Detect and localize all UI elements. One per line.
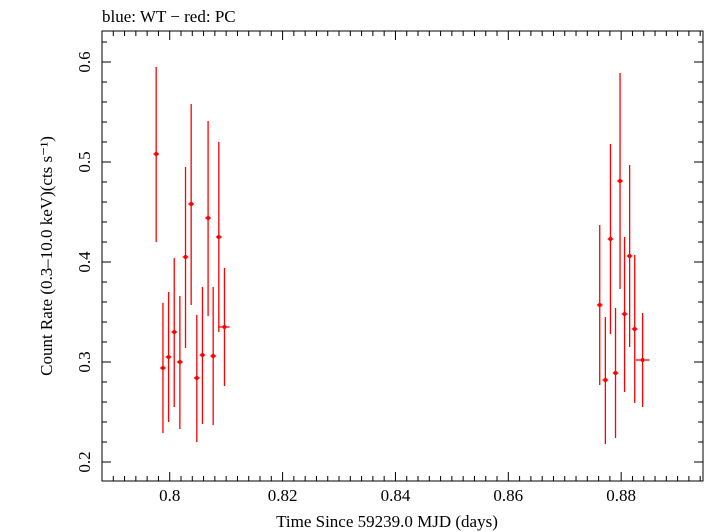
point-marker	[222, 325, 227, 329]
point-marker	[640, 358, 645, 362]
point-marker	[177, 360, 182, 364]
data-point	[177, 296, 183, 429]
x-tick-label: 0.88	[606, 486, 636, 505]
point-marker	[154, 152, 159, 156]
point-marker	[183, 255, 188, 259]
data-point	[215, 142, 222, 332]
point-marker	[597, 303, 602, 307]
x-axis-label: Time Since 59239.0 MJD (days)	[276, 512, 498, 531]
data-point	[171, 258, 178, 407]
point-marker	[200, 353, 205, 357]
data-point	[596, 225, 603, 385]
point-marker	[160, 366, 165, 370]
x-tick-label: 0.84	[381, 486, 411, 505]
data-point	[631, 255, 638, 403]
point-marker	[622, 312, 627, 316]
point-marker	[172, 330, 177, 334]
data-point	[193, 315, 200, 442]
ticks-layer: 0.8 0.82 0.84 0.86 0.88 0.2 0.3 0.4 0.5 0.6	[75, 31, 703, 505]
y-tick-label: 0.3	[75, 351, 94, 372]
point-marker	[632, 327, 637, 331]
data-point	[182, 167, 189, 348]
y-tick-label: 0.5	[75, 151, 94, 172]
point-marker	[627, 254, 632, 258]
y-tick-label: 0.4	[75, 251, 94, 273]
data-point	[160, 303, 166, 433]
y-axis-label: Count Rate (0.3–10.0 keV)(cts s⁻¹)	[37, 136, 56, 376]
y-tick-label: 0.6	[75, 51, 94, 72]
data-point	[602, 317, 609, 444]
point-marker	[613, 371, 618, 375]
data-point	[607, 144, 614, 334]
point-marker	[206, 216, 211, 220]
marks-layer	[153, 67, 650, 444]
x-tick-label: 0.8	[159, 486, 180, 505]
data-point	[188, 104, 194, 305]
chart-title: blue: WT − red: PC	[102, 7, 236, 26]
data-point	[153, 67, 159, 242]
data-point	[617, 73, 623, 289]
plot-frame	[101, 30, 704, 482]
data-point	[635, 313, 650, 407]
data-point	[626, 165, 633, 347]
point-marker	[603, 378, 608, 382]
data-point	[219, 268, 230, 386]
point-marker	[211, 354, 216, 358]
point-marker	[608, 237, 613, 241]
data-point	[205, 121, 211, 316]
point-marker	[189, 202, 194, 206]
x-tick-label: 0.82	[268, 486, 298, 505]
data-point	[210, 287, 216, 425]
data-point	[612, 308, 619, 438]
point-marker	[216, 235, 221, 239]
point-marker	[166, 355, 171, 359]
data-point	[621, 237, 628, 392]
y-tick-label: 0.2	[75, 451, 94, 472]
x-tick-label: 0.86	[493, 486, 523, 505]
data-point	[165, 292, 172, 422]
point-marker	[194, 376, 199, 380]
data-point	[199, 287, 206, 424]
point-marker	[618, 179, 623, 183]
